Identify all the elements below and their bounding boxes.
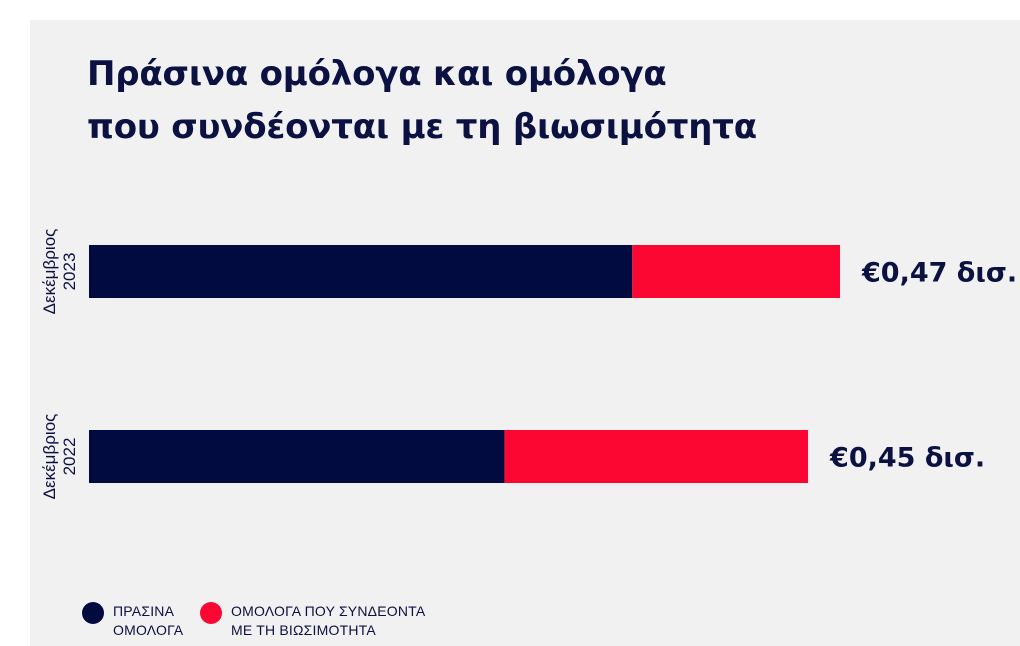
chart-title: Πράσινα ομόλογα και ομόλογα που συνδέοντ… (87, 48, 757, 154)
category-label-1-line-1: 2022 (60, 438, 79, 476)
chart-panel: Πράσινα ομόλογα και ομόλογα που συνδέοντ… (30, 20, 1020, 646)
bar-total-label-1: €0,45 δισ. (829, 443, 985, 474)
legend-swatch-sustainability-bonds (200, 602, 222, 624)
bar-green-bonds-1 (89, 430, 505, 483)
category-label-0-line-0: Δεκέμβριος (40, 229, 59, 315)
chart-legend: ΠΡΑΣΙΝΑ ΟΜΟΛΟΓΑ ΟΜΟΛΟΓΑ ΠΟΥ ΣΥΝΔΕΟΝΤΑ ΜΕ… (82, 602, 533, 640)
chart-title-line-2: που συνδέονται με τη βιωσιμότητα (87, 107, 757, 147)
chart-title-line-1: Πράσινα ομόλογα και ομόλογα (87, 54, 667, 94)
bar-sustainability-bonds-0 (632, 245, 840, 298)
legend-label-sustainability-bonds: ΟΜΟΛΟΓΑ ΠΟΥ ΣΥΝΔΕΟΝΤΑ ΜΕ ΤΗ ΒΙΩΣΙΜΟΤΗΤΑ (231, 603, 426, 638)
legend-item-sustainability-bonds: ΟΜΟΛΟΓΑ ΠΟΥ ΣΥΝΔΕΟΝΤΑ ΜΕ ΤΗ ΒΙΩΣΙΜΟΤΗΤΑ (200, 602, 521, 640)
legend-swatch-green-bonds (82, 602, 104, 624)
legend-label-green-bonds: ΠΡΑΣΙΝΑ ΟΜΟΛΟΓΑ (113, 603, 184, 638)
category-label-0: Δεκέμβριος 2023 (40, 229, 79, 315)
bar-green-bonds-0 (89, 245, 633, 298)
category-label-0-line-1: 2023 (60, 253, 79, 291)
legend-item-green-bonds: ΠΡΑΣΙΝΑ ΟΜΟΛΟΓΑ (82, 602, 188, 640)
bar-chart: €0,47 δισ.Δεκέμβριος 2023€0,45 δισ.Δεκέμβ… (40, 229, 1017, 500)
category-label-1: Δεκέμβριος 2022 (40, 414, 79, 500)
category-label-1-line-0: Δεκέμβριος (40, 414, 59, 500)
bar-sustainability-bonds-1 (504, 430, 809, 483)
bar-total-label-0: €0,47 δισ. (861, 258, 1017, 289)
